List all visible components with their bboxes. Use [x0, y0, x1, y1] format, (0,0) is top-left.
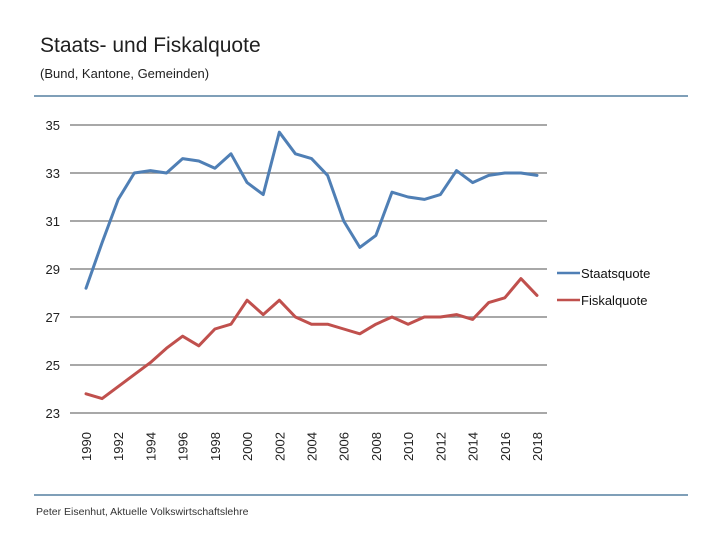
x-tick-label: 2016	[498, 432, 513, 461]
top-divider	[34, 95, 688, 97]
y-tick-label: 35	[46, 118, 60, 133]
chart-subtitle: (Bund, Kantone, Gemeinden)	[40, 66, 210, 81]
y-tick-label: 25	[46, 358, 60, 373]
x-tick-label: 2018	[530, 432, 545, 461]
y-tick-label: 29	[46, 262, 60, 277]
x-tick-label: 2010	[401, 432, 416, 461]
y-tick-label: 27	[46, 310, 60, 325]
series-lines	[84, 130, 539, 401]
x-tick-label: 2004	[305, 432, 320, 461]
x-tick-label: 2008	[369, 432, 384, 461]
x-tick-label: 2006	[337, 432, 352, 461]
y-tick-label: 23	[46, 406, 60, 421]
x-tick-label: 1990	[79, 432, 94, 461]
x-tick-label: 1996	[176, 432, 191, 461]
x-tick-label: 2012	[433, 432, 448, 461]
x-tick-label: 1994	[143, 432, 158, 461]
y-axis-tick-labels: 23 25 27 29 31 33 35	[46, 118, 60, 421]
y-tick-label: 31	[46, 214, 60, 229]
chart-title: Staats- und Fiskalquote	[40, 34, 261, 57]
legend-label-fiskalquote: Fiskalquote	[581, 293, 647, 308]
series-line-fiskalquote	[84, 277, 539, 401]
x-axis-tick-labels: 1990 1992 1994 1996 1998 2000 2002 2004 2006 2008…	[79, 432, 545, 461]
x-tick-label: 2000	[240, 432, 255, 461]
series-line-staatsquote	[84, 130, 539, 290]
bottom-divider	[34, 494, 688, 496]
legend: Staatsquote Fiskalquote	[557, 266, 650, 308]
footer-credit: Peter Eisenhut, Aktuelle Volkswirtschaft…	[36, 506, 249, 518]
gridlines	[70, 124, 547, 414]
x-tick-label: 1998	[208, 432, 223, 461]
y-tick-label: 33	[46, 166, 60, 181]
x-tick-label: 2002	[272, 432, 287, 461]
legend-label-staatsquote: Staatsquote	[581, 266, 650, 281]
x-tick-label: 2014	[466, 432, 481, 461]
x-tick-label: 1992	[111, 432, 126, 461]
